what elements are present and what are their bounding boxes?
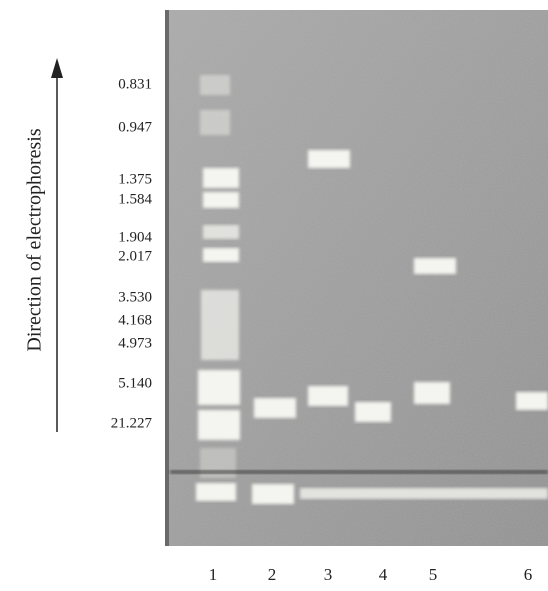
lane-number: 4: [379, 565, 388, 584]
lane-number: 5: [429, 565, 438, 584]
sample-bands: [170, 150, 548, 504]
marker-label: 1.584: [118, 191, 152, 207]
marker-label: 21.227: [111, 415, 153, 431]
marker-label: 4.168: [118, 312, 152, 328]
marker-label: 0.831: [118, 76, 152, 92]
marker-label: 0.947: [118, 119, 152, 135]
axis-label: Direction of electrophoresis: [24, 128, 46, 351]
lane-number: 3: [324, 565, 333, 584]
lane-number: 6: [524, 565, 533, 584]
lane-number: 1: [209, 565, 218, 584]
lane-number: 2: [268, 565, 277, 584]
marker-label: 5.140: [118, 375, 152, 391]
ladder-bands: [196, 75, 240, 501]
direction-arrow: [51, 58, 63, 432]
marker-label: 2.017: [118, 248, 152, 264]
marker-label: 1.904: [118, 229, 152, 245]
marker-label: 4.973: [118, 335, 152, 351]
marker-label: 1.375: [118, 171, 152, 187]
marker-label: 3.530: [118, 289, 152, 305]
